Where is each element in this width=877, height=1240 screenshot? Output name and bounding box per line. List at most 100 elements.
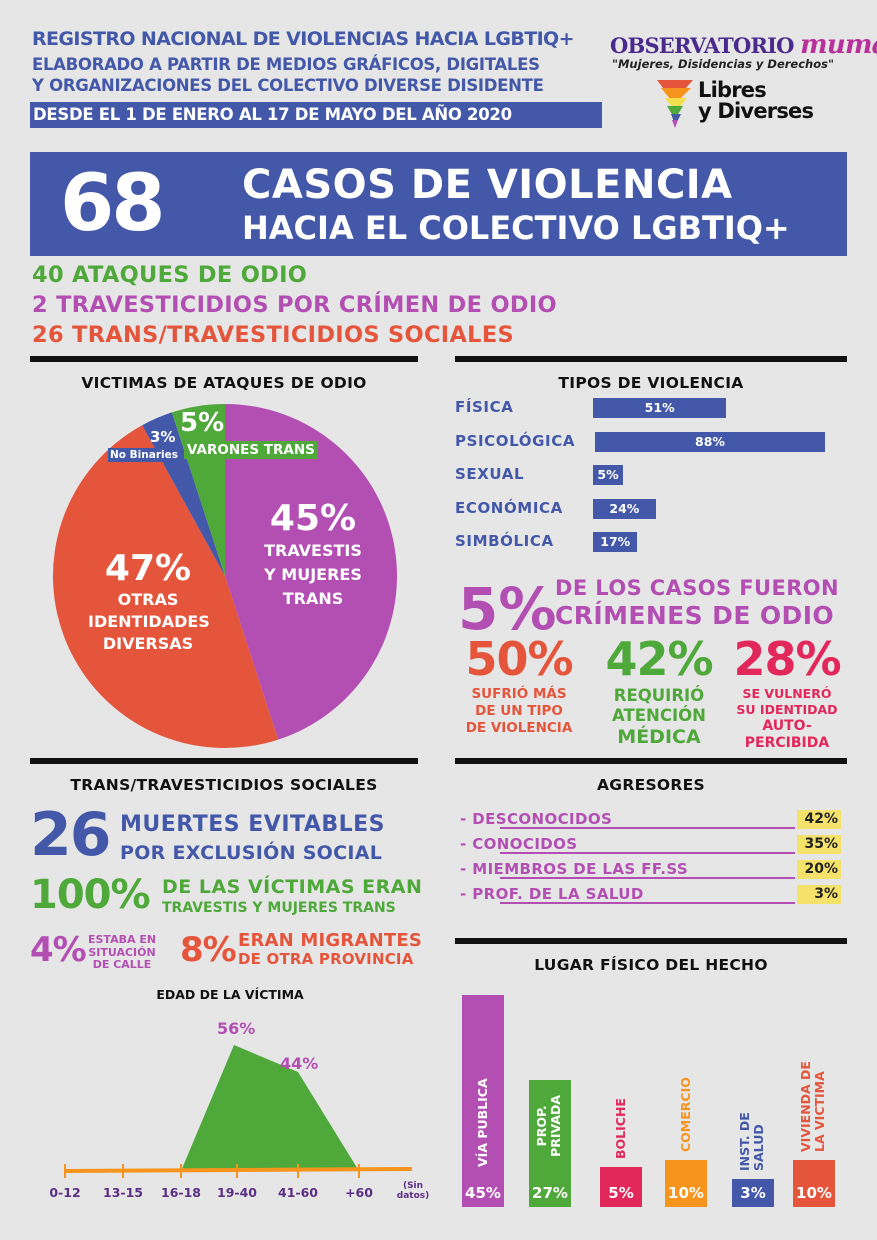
lugar-bar: 27% bbox=[529, 1079, 571, 1207]
divider bbox=[30, 356, 418, 362]
stat-42-a: REQUIRIÓ bbox=[613, 686, 705, 705]
lugar-bar-label: VÍA PUBLICA bbox=[475, 1078, 490, 1167]
pie-slice-1 bbox=[52, 425, 279, 749]
trans-pct-8: 8% bbox=[180, 930, 237, 970]
agresor-value: 35% bbox=[797, 835, 841, 854]
stat-50-pct: 50% bbox=[465, 632, 573, 686]
agresor-value: 3% bbox=[797, 885, 841, 904]
header-date-range: DESDE EL 1 DE ENERO AL 17 DE MAYO DEL AÑ… bbox=[30, 102, 602, 128]
libres-diverses-logo: Libres y Diverses bbox=[698, 78, 814, 122]
victimas-pie-chart bbox=[52, 404, 397, 749]
main-banner: 68 CASOS DE VIOLENCIA HACIA EL COLECTIVO… bbox=[30, 152, 847, 256]
trans-calle-3: DE CALLE bbox=[92, 958, 152, 971]
tipo-label: FÍSICA bbox=[455, 398, 514, 416]
total-cases-number: 68 bbox=[60, 159, 166, 249]
lugar-bar-value: 5% bbox=[608, 1184, 634, 1202]
lugar-bar-value: 27% bbox=[532, 1184, 568, 1202]
stat-28-c: AUTO- bbox=[762, 718, 812, 734]
trans-muertes-1: MUERTES EVITABLES bbox=[120, 812, 386, 837]
lugar-bar: 5% bbox=[600, 1167, 642, 1207]
tipo-bar: 51% bbox=[593, 398, 727, 418]
header-line-3: Y ORGANIZACIONES DEL COLECTIVO DIVERSE D… bbox=[32, 76, 544, 95]
tipo-label: SEXUAL bbox=[455, 465, 525, 483]
trans-calle-2: SITUACIÓN bbox=[88, 945, 156, 959]
pie-label-3: No Binaries bbox=[108, 448, 180, 462]
tipo-bar: 17% bbox=[593, 532, 638, 552]
pie-text-47c: DIVERSAS bbox=[102, 634, 194, 653]
pie-slice-0 bbox=[225, 404, 397, 740]
lugar-bar: 3% bbox=[732, 1179, 774, 1207]
pie-label-5: VARONES TRANS bbox=[184, 441, 318, 459]
stat-42-pct: 42% bbox=[605, 632, 713, 686]
agresor-leader-line bbox=[500, 877, 795, 879]
banner-title-1: CASOS DE VIOLENCIA bbox=[242, 162, 733, 208]
lugar-bar-label: INST. DE SALUD bbox=[737, 1112, 766, 1171]
header-subtitle: ELABORADO A PARTIR DE MEDIOS GRÁFICOS, D… bbox=[32, 54, 544, 96]
edad-label-44: 44% bbox=[280, 1054, 319, 1073]
stat-50: 50% SUFRIÓ MÁS DE UN TIPO DE VIOLENCIA bbox=[455, 632, 583, 737]
rainbow-flame-icon bbox=[657, 80, 693, 128]
pie-text-45c: TRANS bbox=[282, 589, 344, 608]
libres-text: Libres bbox=[698, 78, 767, 102]
stat-50-a: SUFRIÓ MÁS bbox=[471, 686, 567, 702]
trans-title: TRANS/TRAVESTICIDIOS SOCIALES bbox=[70, 776, 378, 794]
divider bbox=[455, 938, 847, 944]
edad-tick-label: 19-40 bbox=[217, 1185, 257, 1200]
edad-label-56: 56% bbox=[217, 1019, 256, 1038]
lugar-bar-label: VIVIENDA DE LA VICTIMA bbox=[798, 1060, 827, 1152]
stat-42-b: ATENCIÓN bbox=[612, 706, 706, 725]
mumala-text: mumala bbox=[800, 30, 877, 60]
observatorio-tagline: "Mujeres, Disidencias y Derechos" bbox=[612, 57, 834, 71]
stat-50-c: DE VIOLENCIA bbox=[465, 720, 573, 736]
stat-42: 42% REQUIRIÓ ATENCIÓN MÉDICA bbox=[600, 632, 718, 748]
lugar-bar: 45% bbox=[462, 995, 504, 1207]
pie-pct-5: 5% bbox=[180, 408, 225, 438]
pie-text-47a: OTRAS bbox=[117, 590, 179, 609]
stat-28-pct: 28% bbox=[733, 632, 841, 686]
header-title: REGISTRO NACIONAL DE VIOLENCIAS HACIA LG… bbox=[32, 28, 575, 50]
pie-label-45: 45% TRAVESTIS Y MUJERES TRANS bbox=[258, 498, 368, 611]
trans-calle-1: ESTABA EN bbox=[88, 933, 157, 946]
edad-tick-label-datos: datos) bbox=[397, 1191, 429, 1201]
lugar-bar-label: COMERCIO bbox=[678, 1077, 693, 1152]
summary-ataques: 40 ATAQUES DE ODIO bbox=[32, 262, 308, 288]
pie-pct-3: 3% bbox=[150, 428, 176, 446]
tipo-label: SIMBÓLICA bbox=[455, 532, 554, 550]
trans-vict-1: DE LAS VÍCTIMAS ERAN bbox=[162, 876, 423, 898]
observatorio-text: OBSERVATORIO bbox=[610, 33, 794, 58]
crimenes-line-2: CRÍMENES DE ODIO bbox=[555, 601, 835, 630]
stat-42-c: MÉDICA bbox=[617, 726, 701, 748]
tipo-label: PSICOLÓGICA bbox=[455, 431, 576, 450]
agresores-title: AGRESORES bbox=[597, 776, 705, 794]
lugar-bar-value: 10% bbox=[668, 1184, 704, 1202]
agresor-leader-line bbox=[500, 852, 795, 854]
trans-vict-2: TRAVESTIS Y MUJERES TRANS bbox=[162, 900, 396, 916]
lugar-bar-chart: 45% VÍA PUBLICA 27% PROP. PRIVADA 5% BOLICHE 10… bbox=[462, 995, 842, 1207]
tipos-title: TIPOS DE VIOLENCIA bbox=[558, 374, 744, 392]
crimenes-line-1: DE LOS CASOS FUERON bbox=[555, 576, 840, 600]
divider bbox=[455, 356, 847, 362]
trans-pct-4: 4% bbox=[30, 930, 87, 970]
stat-28: 28% SE VULNERÓ SU IDENTIDAD AUTO- PERCIB… bbox=[728, 632, 846, 752]
lugar-title: LUGAR FÍSICO DEL HECHO bbox=[534, 956, 768, 974]
divider bbox=[30, 758, 418, 764]
agresor-leader-line bbox=[500, 827, 795, 829]
trans-muertes-2: POR EXCLUSIÓN SOCIAL bbox=[120, 842, 383, 864]
pie-pct-45: 45% bbox=[269, 498, 357, 539]
pie-pct-47: 47% bbox=[104, 548, 192, 589]
agresor-label: - PROF. DE LA SALUD bbox=[460, 885, 644, 903]
stat-28-a: SE VULNERÓ bbox=[742, 686, 832, 701]
agresor-label: - DESCONOCIDOS bbox=[460, 810, 613, 828]
lugar-bar: 10% bbox=[793, 1159, 835, 1207]
trans-pct-100: 100% bbox=[30, 872, 151, 918]
stat-50-b: DE UN TIPO bbox=[475, 703, 563, 719]
trans-migr: ERAN MIGRANTES DE OTRA PROVINCIA bbox=[238, 930, 422, 969]
edad-tick-label: +60 bbox=[345, 1185, 373, 1200]
banner-title-2: HACIA EL COLECTIVO LGBTIQ+ bbox=[242, 209, 790, 247]
edad-area-series bbox=[181, 1045, 359, 1171]
edad-tick-label: 0-12 bbox=[49, 1185, 80, 1200]
lugar-bar: 10% bbox=[665, 1159, 707, 1207]
trans-migr-1: ERAN MIGRANTES bbox=[238, 930, 422, 951]
stat-28-b: SU IDENTIDAD bbox=[736, 702, 838, 717]
